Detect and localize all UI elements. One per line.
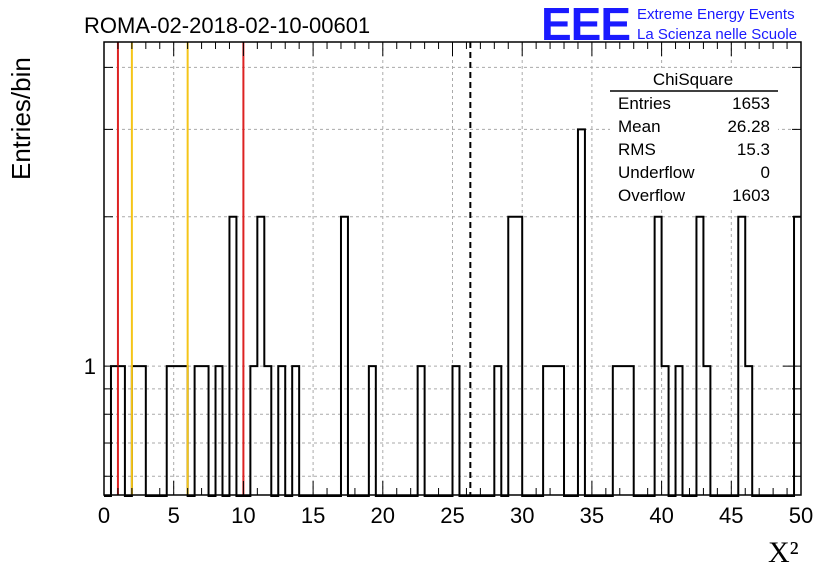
histogram-bin bbox=[278, 366, 285, 495]
histogram-bin bbox=[111, 366, 118, 495]
histogram-outline bbox=[104, 128, 801, 497]
plot-frame bbox=[103, 41, 802, 496]
histogram-bin bbox=[550, 366, 557, 495]
stats-value-entries: 1653 bbox=[732, 94, 770, 113]
histogram-bin bbox=[613, 366, 620, 495]
x-tick-label: 45 bbox=[719, 503, 743, 528]
histogram-bin bbox=[257, 217, 264, 495]
stats-label-mean: Mean bbox=[618, 117, 661, 136]
eee-logo: EEE Extreme Energy Events La Scienza nel… bbox=[541, 0, 797, 50]
histogram-bin bbox=[229, 217, 236, 495]
histogram-bin bbox=[655, 217, 662, 495]
logo-line-2: La Scienza nelle Scuole bbox=[637, 26, 797, 43]
x-tick-label: 50 bbox=[789, 503, 813, 528]
stats-title: ChiSquare bbox=[653, 70, 733, 89]
histogram-bin bbox=[578, 129, 585, 495]
histogram-bin bbox=[557, 366, 564, 495]
histogram-bin bbox=[494, 366, 501, 495]
histogram-bin bbox=[794, 217, 801, 495]
stats-label-overflow: Overflow bbox=[618, 186, 686, 205]
reference-lines bbox=[116, 42, 472, 495]
histogram-bin bbox=[745, 366, 752, 495]
histogram-bin bbox=[662, 366, 669, 495]
stats-label-rms: RMS bbox=[618, 140, 656, 159]
chart-title: ROMA-02-2018-02-10-00601 bbox=[84, 13, 370, 38]
histogram-bin bbox=[118, 366, 125, 495]
histogram-bin bbox=[341, 217, 348, 495]
stats-value-underflow: 0 bbox=[761, 163, 770, 182]
histogram-bin bbox=[139, 366, 146, 495]
stats-box: ChiSquare Entries 1653 Mean 26.28 RMS 15… bbox=[610, 68, 778, 208]
x-tick-label: 0 bbox=[98, 503, 110, 528]
histogram-bin bbox=[292, 366, 299, 495]
tick-labels: 0 5 10 15 20 25 30 35 40 45 50 1 bbox=[84, 354, 813, 528]
histogram-bin bbox=[216, 366, 223, 495]
x-tick-label: 5 bbox=[168, 503, 180, 528]
histogram-bin bbox=[620, 366, 627, 495]
histogram-bin bbox=[132, 366, 139, 495]
histogram-bin bbox=[543, 366, 550, 495]
x-tick-label: 30 bbox=[510, 503, 534, 528]
logo-line-1: Extreme Energy Events bbox=[637, 6, 795, 23]
histogram-bin bbox=[250, 366, 257, 495]
x-axis-label: X² bbox=[768, 536, 799, 569]
y-axis-label: Entries/bin bbox=[6, 57, 36, 180]
histogram-bin bbox=[195, 366, 202, 495]
histogram-bin bbox=[738, 217, 745, 495]
histogram-bin bbox=[676, 366, 683, 495]
x-tick-label: 10 bbox=[231, 503, 255, 528]
histogram bbox=[104, 128, 801, 497]
stats-label-underflow: Underflow bbox=[618, 163, 695, 182]
x-tick-label: 20 bbox=[371, 503, 395, 528]
histogram-bin bbox=[264, 366, 271, 495]
stats-label-entries: Entries bbox=[618, 94, 671, 113]
histogram-bin bbox=[181, 366, 188, 495]
x-tick-label: 35 bbox=[580, 503, 604, 528]
x-tick-label: 15 bbox=[301, 503, 325, 528]
histogram-bin bbox=[696, 217, 703, 495]
stats-value-mean: 26.28 bbox=[727, 117, 770, 136]
histogram-bin bbox=[418, 366, 425, 495]
histogram-bin bbox=[453, 366, 460, 495]
histogram-bin bbox=[369, 366, 376, 495]
histogram-bin bbox=[202, 366, 209, 495]
x-tick-label: 40 bbox=[649, 503, 673, 528]
histogram-bin bbox=[508, 217, 515, 495]
histogram-bin bbox=[515, 217, 522, 495]
histogram-bin bbox=[627, 366, 634, 495]
x-tick-label: 25 bbox=[440, 503, 464, 528]
histogram-bin bbox=[174, 366, 181, 495]
y-tick-label: 1 bbox=[84, 354, 96, 379]
stats-value-overflow: 1603 bbox=[732, 186, 770, 205]
histogram-bin bbox=[703, 366, 710, 495]
stats-value-rms: 15.3 bbox=[737, 140, 770, 159]
histogram-bin bbox=[167, 366, 174, 495]
